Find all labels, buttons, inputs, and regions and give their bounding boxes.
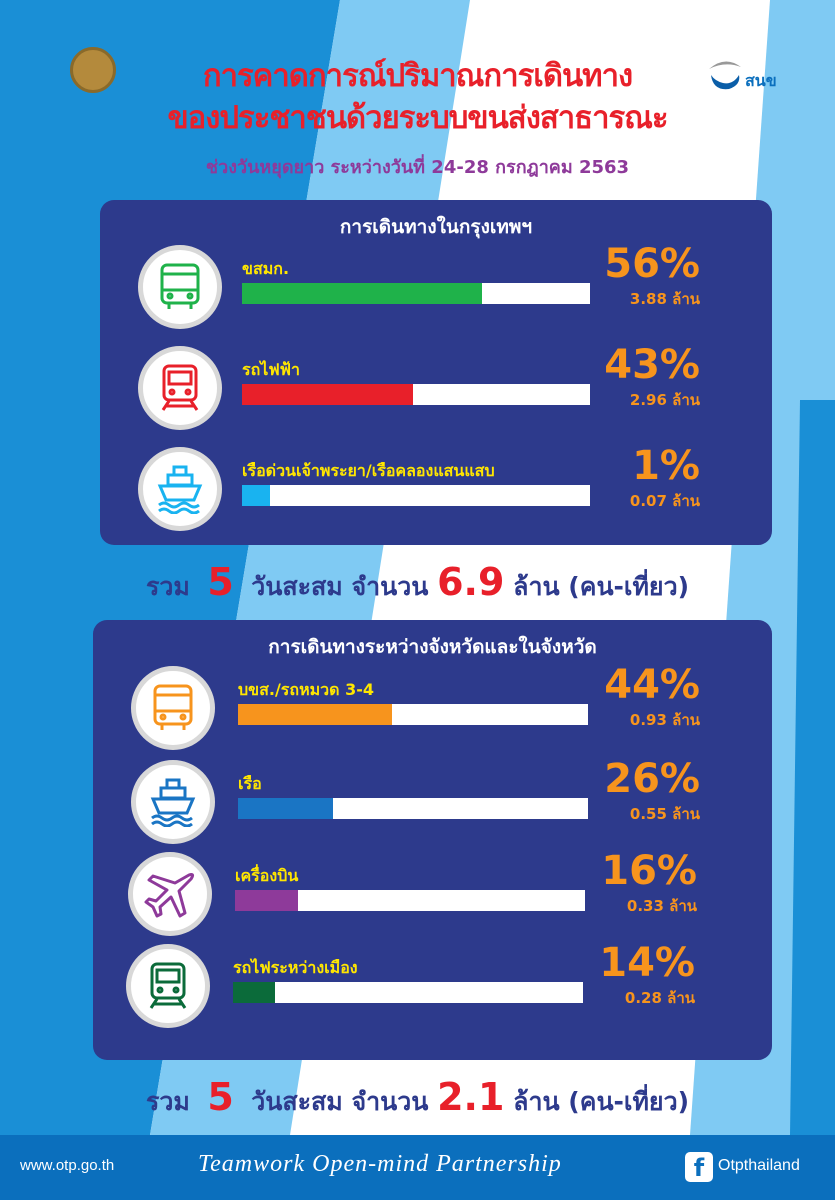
ship-icon (131, 760, 215, 844)
bar-track (242, 384, 590, 405)
percent-label: 1% (632, 443, 700, 489)
value-label: 0.07 ล้าน (629, 492, 700, 510)
bar-track (233, 982, 583, 1003)
total-label: รวม (145, 1087, 190, 1116)
value-label: 0.33 ล้าน (626, 897, 697, 915)
bar-track (238, 798, 588, 819)
bar-track (235, 890, 585, 911)
value-label: 2.96 ล้าน (629, 391, 700, 409)
percent-label: 14% (599, 940, 695, 986)
bus-icon (138, 245, 222, 329)
bar-fill (235, 890, 298, 911)
airplane-icon (128, 852, 212, 936)
page-title-line2: ของประชาชนด้วยระบบขนส่งสาธารณะ (167, 100, 668, 136)
value-label: 3.88 ล้าน (629, 290, 700, 308)
bar-label: เครื่องบิน (235, 866, 299, 885)
total-mid: วันสะสม จำนวน (251, 1087, 429, 1116)
bar-label: บขส./รถหมวด 3-4 (238, 680, 375, 699)
otp-logo: สนข (705, 55, 790, 95)
percent-label: 56% (604, 241, 700, 287)
total-amount: 2.1 (437, 1075, 505, 1119)
panel-title: การเดินทางระหว่างจังหวัดและในจังหวัด (268, 636, 597, 658)
bar-row: รถไฟระหว่างเมือง 14% 0.28 ล้าน (93, 940, 772, 1034)
facebook-icon[interactable]: f (685, 1152, 713, 1182)
bar-row: เรือด่วนเจ้าพระยา/เรือคลองแสนแสบ 1% 0.07… (100, 443, 772, 537)
ship-icon (138, 447, 222, 531)
bar-row: บขส./รถหมวด 3-4 44% 0.93 ล้าน (93, 662, 772, 756)
total-days: 5 (207, 1075, 234, 1119)
bar-fill (242, 485, 270, 506)
total-label: รวม (145, 572, 190, 601)
bar-fill (238, 798, 333, 819)
bangkok-travel-panel: การเดินทางในกรุงเทพฯ ขสมก. 56% 3.88 ล้าน… (100, 200, 772, 545)
total-amount: 6.9 (437, 560, 505, 604)
percent-label: 26% (604, 756, 700, 802)
train-icon (126, 944, 210, 1028)
intercity-travel-panel: การเดินทางระหว่างจังหวัดและในจังหวัด บขส… (93, 620, 772, 1060)
page-title-line1: การคาดการณ์ปริมาณการเดินทาง (202, 58, 633, 94)
total-unit: ล้าน (คน-เที่ยว) (513, 1087, 690, 1116)
percent-label: 16% (601, 848, 697, 894)
bus-icon (131, 666, 215, 750)
bar-label: ขสมก. (242, 259, 290, 278)
bar-label: รถไฟฟ้า (242, 360, 300, 379)
bar-track (242, 283, 590, 304)
bar-label: เรือด่วนเจ้าพระยา/เรือคลองแสนแสบ (242, 461, 495, 480)
website-link[interactable]: www.otp.go.th (20, 1157, 115, 1174)
value-label: 0.28 ล้าน (624, 989, 695, 1007)
bar-track (238, 704, 588, 725)
facebook-page-link[interactable]: Otpthailand (718, 1157, 800, 1174)
bar-row: เรือ 26% 0.55 ล้าน (93, 756, 772, 850)
total-days: 5 (207, 560, 234, 604)
percent-label: 44% (604, 662, 700, 708)
bar-row: เครื่องบิน 16% 0.33 ล้าน (93, 848, 772, 942)
seal-logo (70, 47, 116, 93)
bar-row: รถไฟฟ้า 43% 2.96 ล้าน (100, 342, 772, 436)
bar-fill (233, 982, 275, 1003)
bar-label: รถไฟระหว่างเมือง (233, 958, 358, 977)
bar-label: เรือ (238, 774, 262, 793)
bar-fill (242, 384, 413, 405)
page-subtitle: ช่วงวันหยุดยาว ระหว่างวันที่ 24-28 กรกฎา… (205, 157, 630, 178)
total-mid: วันสะสม จำนวน (251, 572, 429, 601)
bar-fill (242, 283, 483, 304)
bar-row: ขสมก. 56% 3.88 ล้าน (100, 241, 772, 335)
panel-title: การเดินทางในกรุงเทพฯ (339, 216, 533, 238)
total-unit: ล้าน (คน-เที่ยว) (513, 572, 690, 601)
bar-track (242, 485, 590, 506)
percent-label: 43% (604, 342, 700, 388)
total-summary-intercity: รวม 5 วันสะสม จำนวน 2.1 ล้าน (คน-เที่ยว) (0, 1075, 835, 1122)
otp-logo-text: สนข (745, 71, 777, 90)
value-label: 0.93 ล้าน (629, 711, 700, 729)
total-summary-bangkok: รวม 5 วันสะสม จำนวน 6.9 ล้าน (คน-เที่ยว) (0, 560, 835, 607)
slogan: Teamwork Open-mind Partnership (198, 1151, 562, 1177)
footer: www.otp.go.th Teamwork Open-mind Partner… (0, 1135, 835, 1200)
value-label: 0.55 ล้าน (629, 805, 700, 823)
bar-fill (238, 704, 392, 725)
train-icon (138, 346, 222, 430)
